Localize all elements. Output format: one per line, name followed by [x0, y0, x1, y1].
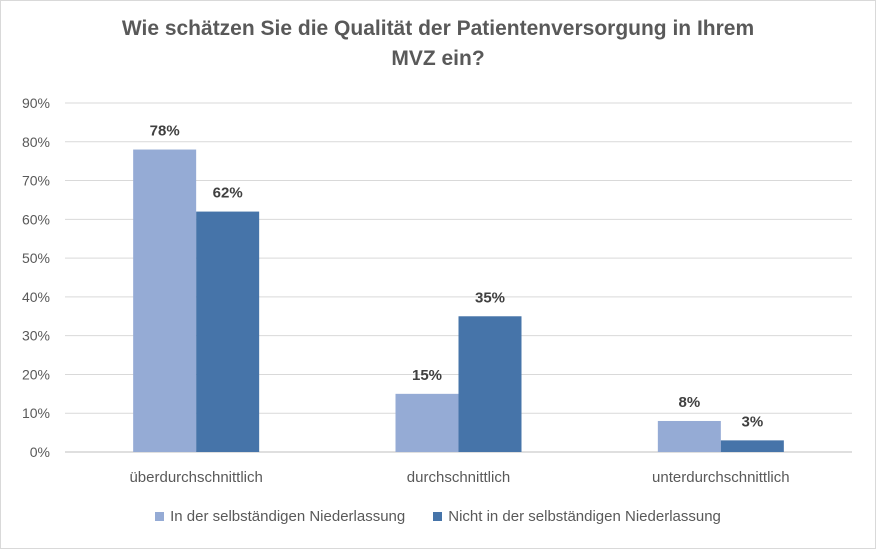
y-tick-label: 50%	[22, 250, 50, 266]
y-tick-label: 30%	[22, 328, 50, 344]
legend-item-series-1: In der selbständigen Niederlassung	[155, 508, 405, 525]
data-label: 78%	[150, 123, 180, 140]
legend-swatch-series-1	[155, 512, 165, 521]
y-tick-label: 80%	[22, 134, 50, 150]
data-label: 35%	[475, 289, 505, 306]
x-tick-label: überdurchschnittlich	[129, 469, 262, 486]
legend-swatch-series-2	[433, 512, 443, 521]
bar-1	[133, 149, 197, 453]
y-tick-label: 40%	[22, 289, 50, 305]
bar-2	[196, 211, 260, 452]
data-label: 8%	[678, 394, 700, 411]
legend: In der selbständigen Niederlassung Nicht…	[0, 508, 876, 525]
bar-1	[657, 420, 721, 452]
legend-label-series-2: Nicht in der selbständigen Niederlassung	[448, 508, 721, 525]
bar-2	[720, 440, 784, 452]
bar-1	[395, 393, 459, 452]
legend-label-series-1: In der selbständigen Niederlassung	[170, 508, 406, 525]
chart-title: Wie schätzen Sie die Qualität der Patien…	[0, 14, 876, 74]
data-label: 62%	[213, 185, 243, 202]
y-tick-label: 60%	[22, 211, 50, 227]
x-tick-label: durchschnittlich	[407, 469, 510, 486]
y-tick-label: 90%	[22, 95, 50, 111]
y-tick-label: 20%	[22, 366, 50, 382]
legend-item-series-2: Nicht in der selbständigen Niederlassung	[433, 508, 721, 525]
chart-title-line-2: MVZ ein?	[391, 47, 485, 70]
x-tick-label: unterdurchschnittlich	[652, 469, 790, 486]
bar-2	[458, 316, 522, 452]
y-tick-label: 0%	[30, 444, 50, 460]
data-label: 15%	[412, 367, 442, 384]
chart-title-line-1: Wie schätzen Sie die Qualität der Patien…	[121, 17, 755, 40]
y-tick-label: 70%	[22, 173, 50, 189]
y-tick-label: 10%	[22, 405, 50, 421]
data-label: 3%	[741, 413, 763, 430]
